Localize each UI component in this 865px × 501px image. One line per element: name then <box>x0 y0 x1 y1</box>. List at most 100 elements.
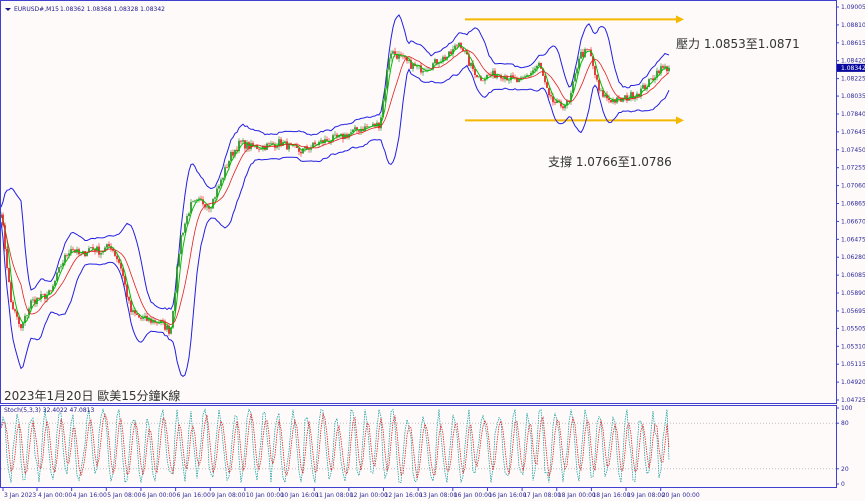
candle <box>174 292 176 311</box>
x-tick-label: 10 Jan 16:00 <box>281 492 319 499</box>
candle <box>532 70 534 73</box>
candle <box>390 53 392 59</box>
candle <box>468 54 470 66</box>
candle <box>366 126 368 128</box>
stoch-axis: 100 80 20 0 <box>836 405 853 488</box>
candle <box>164 321 166 330</box>
candle <box>340 133 342 135</box>
candle <box>384 88 386 101</box>
candle <box>412 63 414 69</box>
candle <box>476 74 478 78</box>
candle <box>548 87 550 96</box>
fast-ma-line <box>0 45 670 330</box>
candle <box>408 60 410 61</box>
candle <box>534 68 536 71</box>
candle <box>86 252 88 257</box>
resistance-label: 壓力 1.0853至1.0871 <box>676 37 800 51</box>
candle <box>374 123 376 127</box>
candle <box>30 300 32 309</box>
lower-band <box>0 64 670 378</box>
candle <box>420 65 422 73</box>
candle <box>260 149 262 150</box>
candle <box>326 139 328 142</box>
candle <box>208 206 210 209</box>
candle <box>556 100 558 104</box>
candle <box>70 248 72 254</box>
candle <box>122 268 124 277</box>
candle <box>618 97 620 99</box>
y-tick-label: 1.08420 <box>841 58 865 65</box>
candle <box>166 325 168 330</box>
current-price-tag <box>837 63 865 72</box>
candle <box>50 290 52 292</box>
candle <box>584 49 586 57</box>
candle <box>462 48 464 52</box>
candle <box>286 141 288 150</box>
current-price-label: 1.08342 <box>841 65 865 72</box>
candle <box>170 327 172 334</box>
candle <box>62 262 64 267</box>
candle <box>76 249 78 253</box>
x-tick-label: 13 Jan 08:00 <box>419 492 457 499</box>
candle <box>544 75 546 83</box>
candle <box>602 90 604 97</box>
candle <box>456 45 458 47</box>
candle <box>632 92 634 99</box>
candle <box>38 297 40 299</box>
candle <box>274 144 276 148</box>
candle <box>312 142 314 148</box>
candle <box>90 247 92 249</box>
candle <box>648 79 650 88</box>
candle <box>470 62 472 66</box>
candle <box>478 76 480 78</box>
candle <box>512 75 514 78</box>
candle <box>148 318 150 321</box>
y-tick-label: 1.05115 <box>841 361 865 368</box>
candle <box>132 310 134 313</box>
candle <box>54 280 56 286</box>
dropdown-triangle-icon[interactable] <box>5 8 11 11</box>
candle <box>314 142 316 145</box>
candle <box>322 140 324 143</box>
candle <box>182 232 184 236</box>
arrow-head-icon <box>676 15 684 24</box>
candle <box>386 69 388 89</box>
candle <box>296 145 298 149</box>
candle <box>52 285 54 292</box>
candle <box>298 148 300 152</box>
y-tick-label: 1.06670 <box>841 218 865 225</box>
y-tick-label: 1.05890 <box>841 290 865 297</box>
candle <box>230 152 232 161</box>
candle <box>410 60 412 69</box>
candle <box>56 272 58 281</box>
candle <box>114 250 116 256</box>
candle <box>42 294 44 295</box>
candle <box>278 139 280 147</box>
candle <box>224 167 226 178</box>
candle <box>536 66 538 69</box>
candle <box>270 143 272 144</box>
candle <box>640 88 642 96</box>
candle <box>668 67 670 72</box>
candle <box>72 248 74 250</box>
candle <box>644 85 646 90</box>
candle <box>48 290 50 295</box>
candle <box>106 244 108 248</box>
candle <box>336 134 338 138</box>
candle <box>598 79 600 91</box>
candle <box>216 188 218 198</box>
candle <box>234 149 236 156</box>
candle <box>458 42 460 46</box>
candle <box>88 248 90 253</box>
candle <box>116 255 118 260</box>
candle <box>388 58 390 70</box>
candle <box>502 78 504 80</box>
candle <box>450 51 452 54</box>
candle <box>242 140 244 142</box>
candle <box>540 62 542 69</box>
candle <box>196 199 198 201</box>
candle <box>202 199 204 205</box>
candle <box>398 54 400 59</box>
x-tick-label: 4 Jan 00:00 <box>38 492 72 499</box>
